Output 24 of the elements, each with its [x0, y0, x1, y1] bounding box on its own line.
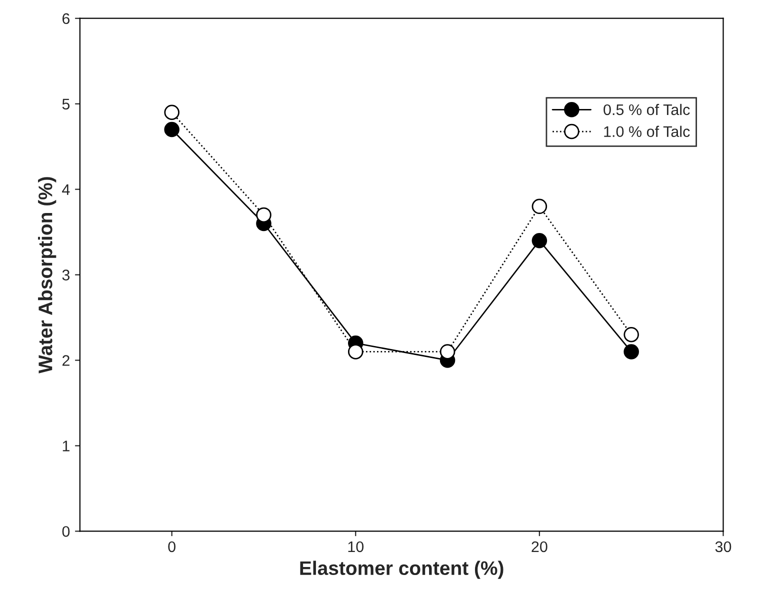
legend-label: 1.0 % of Talc	[604, 126, 690, 138]
point	[624, 326, 639, 342]
y-axis-title: Water Absorption (%)	[38, 177, 56, 374]
y-tick-label: 1	[62, 440, 70, 452]
point	[164, 122, 180, 138]
point	[440, 344, 456, 360]
point	[164, 104, 180, 120]
x-tick-label: 30	[715, 541, 732, 552]
point	[256, 207, 272, 223]
point	[532, 232, 548, 248]
point	[348, 344, 364, 360]
y-tick-label: 0	[62, 526, 70, 537]
x-tick-label: 10	[348, 541, 364, 552]
x-tick-label: 20	[532, 541, 548, 552]
x-tick-label: 0	[168, 541, 176, 552]
point	[624, 344, 639, 360]
y-tick-label: 5	[62, 98, 70, 110]
y-tick-label: 2	[62, 355, 70, 366]
point	[532, 198, 548, 214]
y-tick-label: 3	[62, 270, 70, 280]
legend-label: 0.5 % of Talc	[604, 104, 690, 116]
y-tick-label: 4	[62, 184, 70, 195]
x-axis-title: Elastomer content (%)	[300, 560, 504, 579]
y-tick-label: 6	[62, 13, 70, 24]
